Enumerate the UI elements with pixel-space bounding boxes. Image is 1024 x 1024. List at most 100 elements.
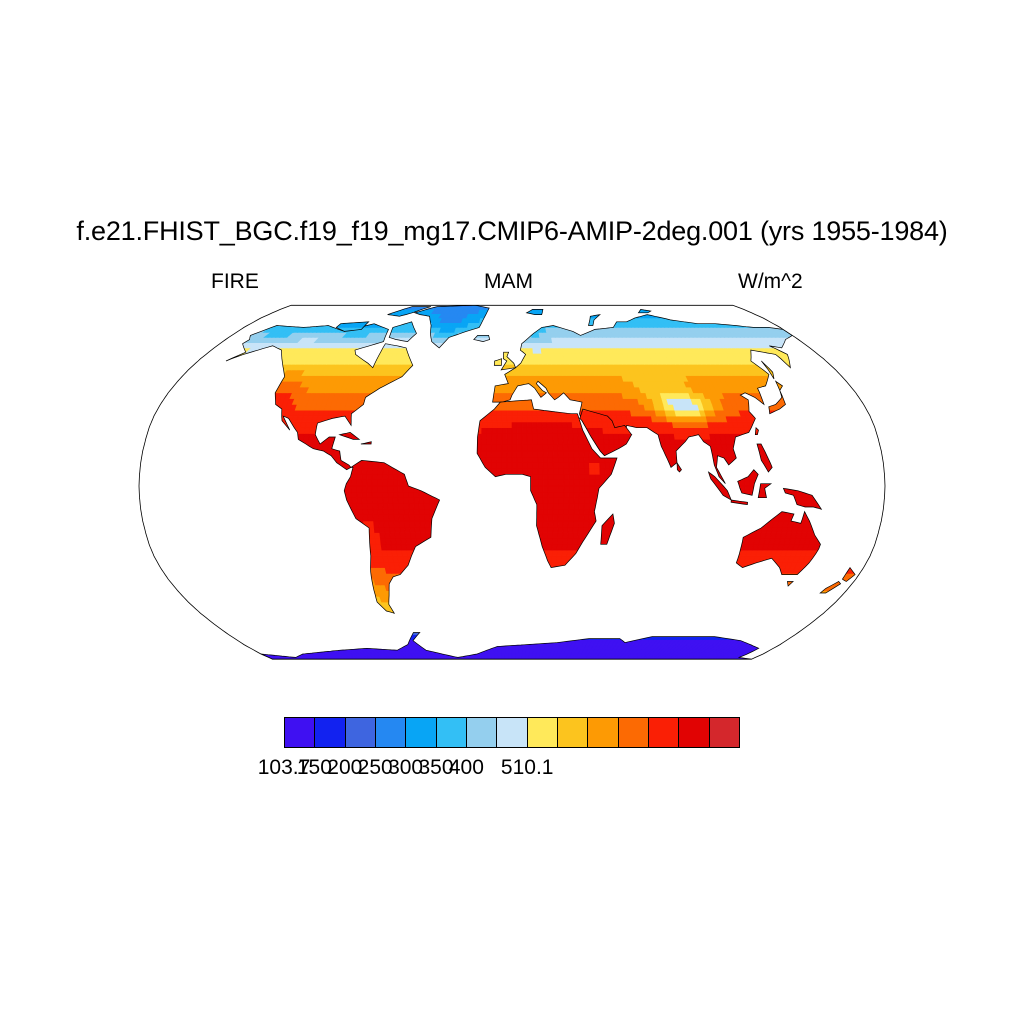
field-cell bbox=[557, 526, 564, 533]
field-cell bbox=[331, 450, 338, 458]
field-cell bbox=[367, 462, 374, 469]
field-cell bbox=[432, 300, 438, 302]
field-cell bbox=[398, 509, 405, 516]
field-cell bbox=[563, 509, 570, 516]
field-cell bbox=[552, 503, 559, 510]
field-cell bbox=[397, 485, 404, 493]
field-cell bbox=[542, 532, 548, 539]
field-cell bbox=[383, 520, 390, 528]
field-cell bbox=[371, 491, 378, 498]
field-cell bbox=[366, 497, 373, 504]
field-cell bbox=[468, 300, 472, 302]
field-cell bbox=[520, 369, 527, 376]
field-cell bbox=[362, 460, 369, 463]
field-cell bbox=[377, 497, 384, 504]
field-cell bbox=[459, 300, 464, 302]
field-cell bbox=[470, 300, 474, 302]
field-cell bbox=[468, 305, 474, 307]
field-cell bbox=[546, 549, 553, 557]
field-cell bbox=[356, 474, 363, 481]
field-cell bbox=[356, 491, 363, 498]
field-cell bbox=[382, 509, 389, 516]
field-cell bbox=[392, 491, 399, 498]
field-cell bbox=[356, 462, 363, 469]
field-cell bbox=[567, 532, 574, 539]
field-cell bbox=[539, 375, 545, 382]
field-cell bbox=[423, 503, 430, 510]
field-cell bbox=[528, 353, 534, 360]
field-cell bbox=[377, 474, 383, 481]
field-cell bbox=[408, 497, 415, 504]
field-cell bbox=[547, 526, 554, 533]
field-cell bbox=[361, 474, 368, 481]
field-cell bbox=[547, 509, 554, 516]
field-cell bbox=[552, 538, 558, 545]
field-cell bbox=[567, 538, 574, 545]
field-cell bbox=[547, 532, 554, 539]
field-cell bbox=[583, 509, 590, 516]
field-cell bbox=[671, 456, 678, 463]
field-cell bbox=[418, 491, 425, 498]
field-cell bbox=[377, 468, 384, 475]
field-cell bbox=[479, 300, 483, 302]
field-cell bbox=[567, 520, 574, 528]
field-cell bbox=[382, 503, 389, 510]
field-cell bbox=[392, 497, 399, 504]
field-cell bbox=[589, 491, 596, 498]
field-cell bbox=[402, 485, 409, 493]
field-cell bbox=[537, 491, 544, 498]
field-cell bbox=[403, 520, 411, 528]
field-cell bbox=[345, 485, 352, 493]
field-cell bbox=[409, 520, 416, 528]
field-cell bbox=[403, 503, 410, 510]
field-cell bbox=[571, 543, 578, 551]
field-cell bbox=[537, 509, 544, 516]
field-cell bbox=[372, 462, 379, 469]
field-cell bbox=[524, 358, 530, 365]
field-cell bbox=[552, 509, 559, 516]
field-cell bbox=[670, 450, 677, 458]
field-cell bbox=[382, 497, 389, 504]
field-cell bbox=[561, 543, 568, 551]
field-cell bbox=[562, 526, 569, 533]
field-cell bbox=[588, 514, 595, 522]
field-cell bbox=[395, 538, 402, 545]
field-cell bbox=[426, 300, 432, 302]
field-cell bbox=[403, 514, 410, 522]
field-cell bbox=[558, 491, 565, 498]
field-cell bbox=[374, 538, 382, 545]
field-cell bbox=[383, 526, 391, 533]
field-cell bbox=[561, 549, 568, 557]
field-cell bbox=[368, 520, 375, 528]
field-cell bbox=[507, 375, 513, 382]
field-cell bbox=[382, 479, 389, 487]
field-cell bbox=[573, 503, 580, 510]
field-cell bbox=[392, 485, 399, 493]
field-cell bbox=[413, 491, 420, 498]
field-cell bbox=[560, 555, 568, 563]
field-cell bbox=[397, 479, 404, 487]
field-cell bbox=[392, 503, 399, 510]
field-cell bbox=[418, 509, 425, 516]
field-cell bbox=[538, 369, 545, 376]
field-cell bbox=[351, 474, 358, 481]
field-cell bbox=[356, 497, 363, 504]
field-cell bbox=[546, 538, 553, 545]
field-cell bbox=[351, 497, 358, 504]
field-cell bbox=[488, 300, 492, 302]
field-cell bbox=[372, 503, 379, 510]
field-cell bbox=[379, 538, 387, 545]
field-cell bbox=[566, 549, 573, 557]
field-cell bbox=[556, 543, 563, 551]
field-cell bbox=[392, 479, 399, 487]
field-cell bbox=[584, 491, 590, 498]
field-cell bbox=[537, 503, 544, 510]
field-cell bbox=[551, 543, 558, 551]
field-cell bbox=[533, 364, 540, 371]
field-cell bbox=[403, 497, 410, 504]
field-cell bbox=[346, 491, 352, 498]
field-cell bbox=[529, 369, 536, 376]
field-cell bbox=[547, 520, 554, 528]
field-cell bbox=[424, 520, 431, 528]
